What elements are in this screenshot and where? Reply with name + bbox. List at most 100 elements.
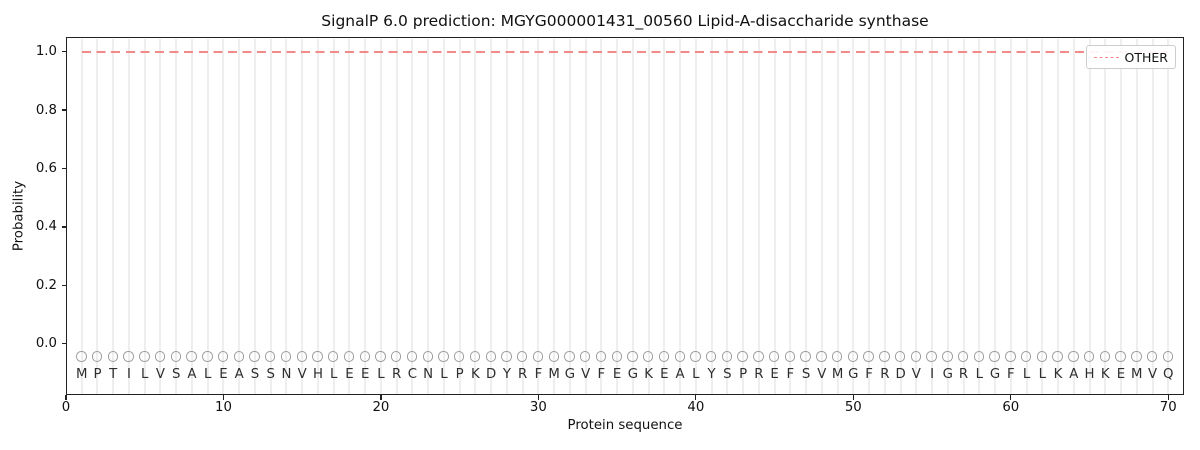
- residue-marker: [658, 351, 670, 362]
- plot-area-border: [66, 37, 1184, 395]
- x-tick-mark: [695, 395, 697, 400]
- chart-title: SignalP 6.0 prediction: MGYG000001431_00…: [321, 12, 929, 30]
- residue-marker: [595, 351, 607, 362]
- residue-marker: [312, 351, 323, 362]
- residue-gridline: [442, 39, 445, 394]
- residue-letter: V: [155, 367, 166, 382]
- residue-letter: V: [297, 367, 307, 382]
- residue-letter: L: [1022, 367, 1031, 382]
- residue-marker: [501, 351, 512, 362]
- residue-marker: [957, 351, 969, 362]
- residue-gridline: [962, 39, 965, 394]
- residue-gridline: [364, 39, 367, 394]
- residue-marker: [1083, 351, 1095, 362]
- x-tick-label: 70: [1159, 400, 1177, 415]
- residue-marker: [548, 351, 559, 362]
- residue-gridline: [726, 39, 729, 394]
- residue-marker: [784, 351, 796, 362]
- residue-letter: K: [1100, 367, 1110, 382]
- residue-gridline: [379, 39, 382, 394]
- x-axis-label: Protein sequence: [567, 418, 683, 433]
- residue-letter: I: [127, 367, 131, 382]
- residue-gridline: [899, 39, 902, 394]
- other-dashed-line-sample: [1093, 56, 1119, 58]
- residue-letter: L: [692, 367, 700, 382]
- residue-marker: [76, 351, 87, 362]
- residue-marker: [280, 351, 292, 362]
- residue-letter: L: [975, 367, 983, 382]
- residue-letter: S: [171, 367, 181, 382]
- residue-gridline: [1041, 39, 1044, 394]
- residue-gridline: [553, 39, 556, 394]
- residue-gridline: [127, 39, 130, 394]
- residue-marker: [1005, 351, 1016, 362]
- residue-letter: H: [312, 367, 323, 382]
- residue-letter: F: [786, 367, 795, 382]
- residue-letter: G: [848, 367, 859, 382]
- residue-letter: M: [1131, 367, 1143, 382]
- residue-letter: A: [187, 367, 197, 382]
- x-tick-label: 50: [844, 400, 862, 415]
- residue-marker: [517, 351, 528, 362]
- residue-marker: [1099, 351, 1111, 362]
- residue-gridline: [159, 39, 162, 394]
- residue-gridline: [631, 39, 634, 394]
- residue-gridline: [915, 39, 918, 394]
- residue-letter: Y: [707, 367, 716, 382]
- residue-gridline: [80, 39, 83, 394]
- residue-gridline: [584, 39, 587, 394]
- residue-letter: F: [865, 367, 873, 382]
- residue-marker: [989, 351, 1000, 362]
- y-tick-label: 0.0: [35, 336, 57, 352]
- residue-letter: E: [770, 367, 779, 382]
- residue-gridline: [1135, 39, 1138, 394]
- residue-letter: D: [895, 367, 906, 382]
- residue-letter: R: [392, 367, 402, 382]
- residue-marker: [91, 351, 103, 362]
- residue-letter: G: [942, 367, 953, 382]
- residue-gridline: [458, 39, 461, 394]
- y-tick-mark: [61, 167, 66, 170]
- y-axis-label: Probability: [11, 180, 27, 252]
- y-tick-label: 0.6: [35, 161, 57, 176]
- residue-marker: [910, 351, 922, 362]
- residue-letter: V: [911, 367, 921, 382]
- residue-gridline: [411, 39, 414, 394]
- residue-gridline: [679, 39, 682, 394]
- legend-label-other: OTHER: [1124, 49, 1168, 65]
- residue-letter: D: [486, 367, 497, 382]
- residue-marker: [753, 351, 764, 362]
- residue-letter: G: [627, 367, 639, 382]
- residue-marker: [391, 351, 402, 362]
- residue-marker: [627, 351, 638, 362]
- residue-letter: M: [831, 367, 844, 382]
- residue-marker: [469, 351, 481, 362]
- residue-marker: [611, 351, 622, 362]
- residue-letter: E: [360, 367, 370, 382]
- x-tick-mark: [222, 395, 225, 400]
- residue-letter: N: [423, 367, 434, 382]
- residue-letter: L: [329, 367, 338, 382]
- y-tick-label: 0.4: [35, 219, 57, 235]
- residue-letter: V: [817, 367, 827, 382]
- residue-gridline: [505, 39, 508, 394]
- residue-marker: [485, 351, 496, 362]
- residue-marker: [343, 351, 355, 362]
- residue-gridline: [238, 39, 241, 394]
- residue-gridline: [694, 39, 697, 394]
- residue-gridline: [1009, 39, 1012, 394]
- residue-gridline: [742, 39, 745, 394]
- residue-gridline: [175, 39, 178, 394]
- residue-letter: K: [471, 367, 480, 382]
- residue-marker: [186, 351, 197, 362]
- residue-gridline: [490, 39, 493, 394]
- residue-marker: [674, 351, 685, 362]
- residue-gridline: [868, 39, 871, 394]
- residue-marker: [768, 351, 780, 362]
- residue-marker: [1036, 351, 1048, 362]
- residue-letter: R: [518, 367, 528, 382]
- residue-letter: R: [958, 367, 969, 382]
- residue-marker: [170, 351, 182, 362]
- residue-gridline: [285, 39, 288, 394]
